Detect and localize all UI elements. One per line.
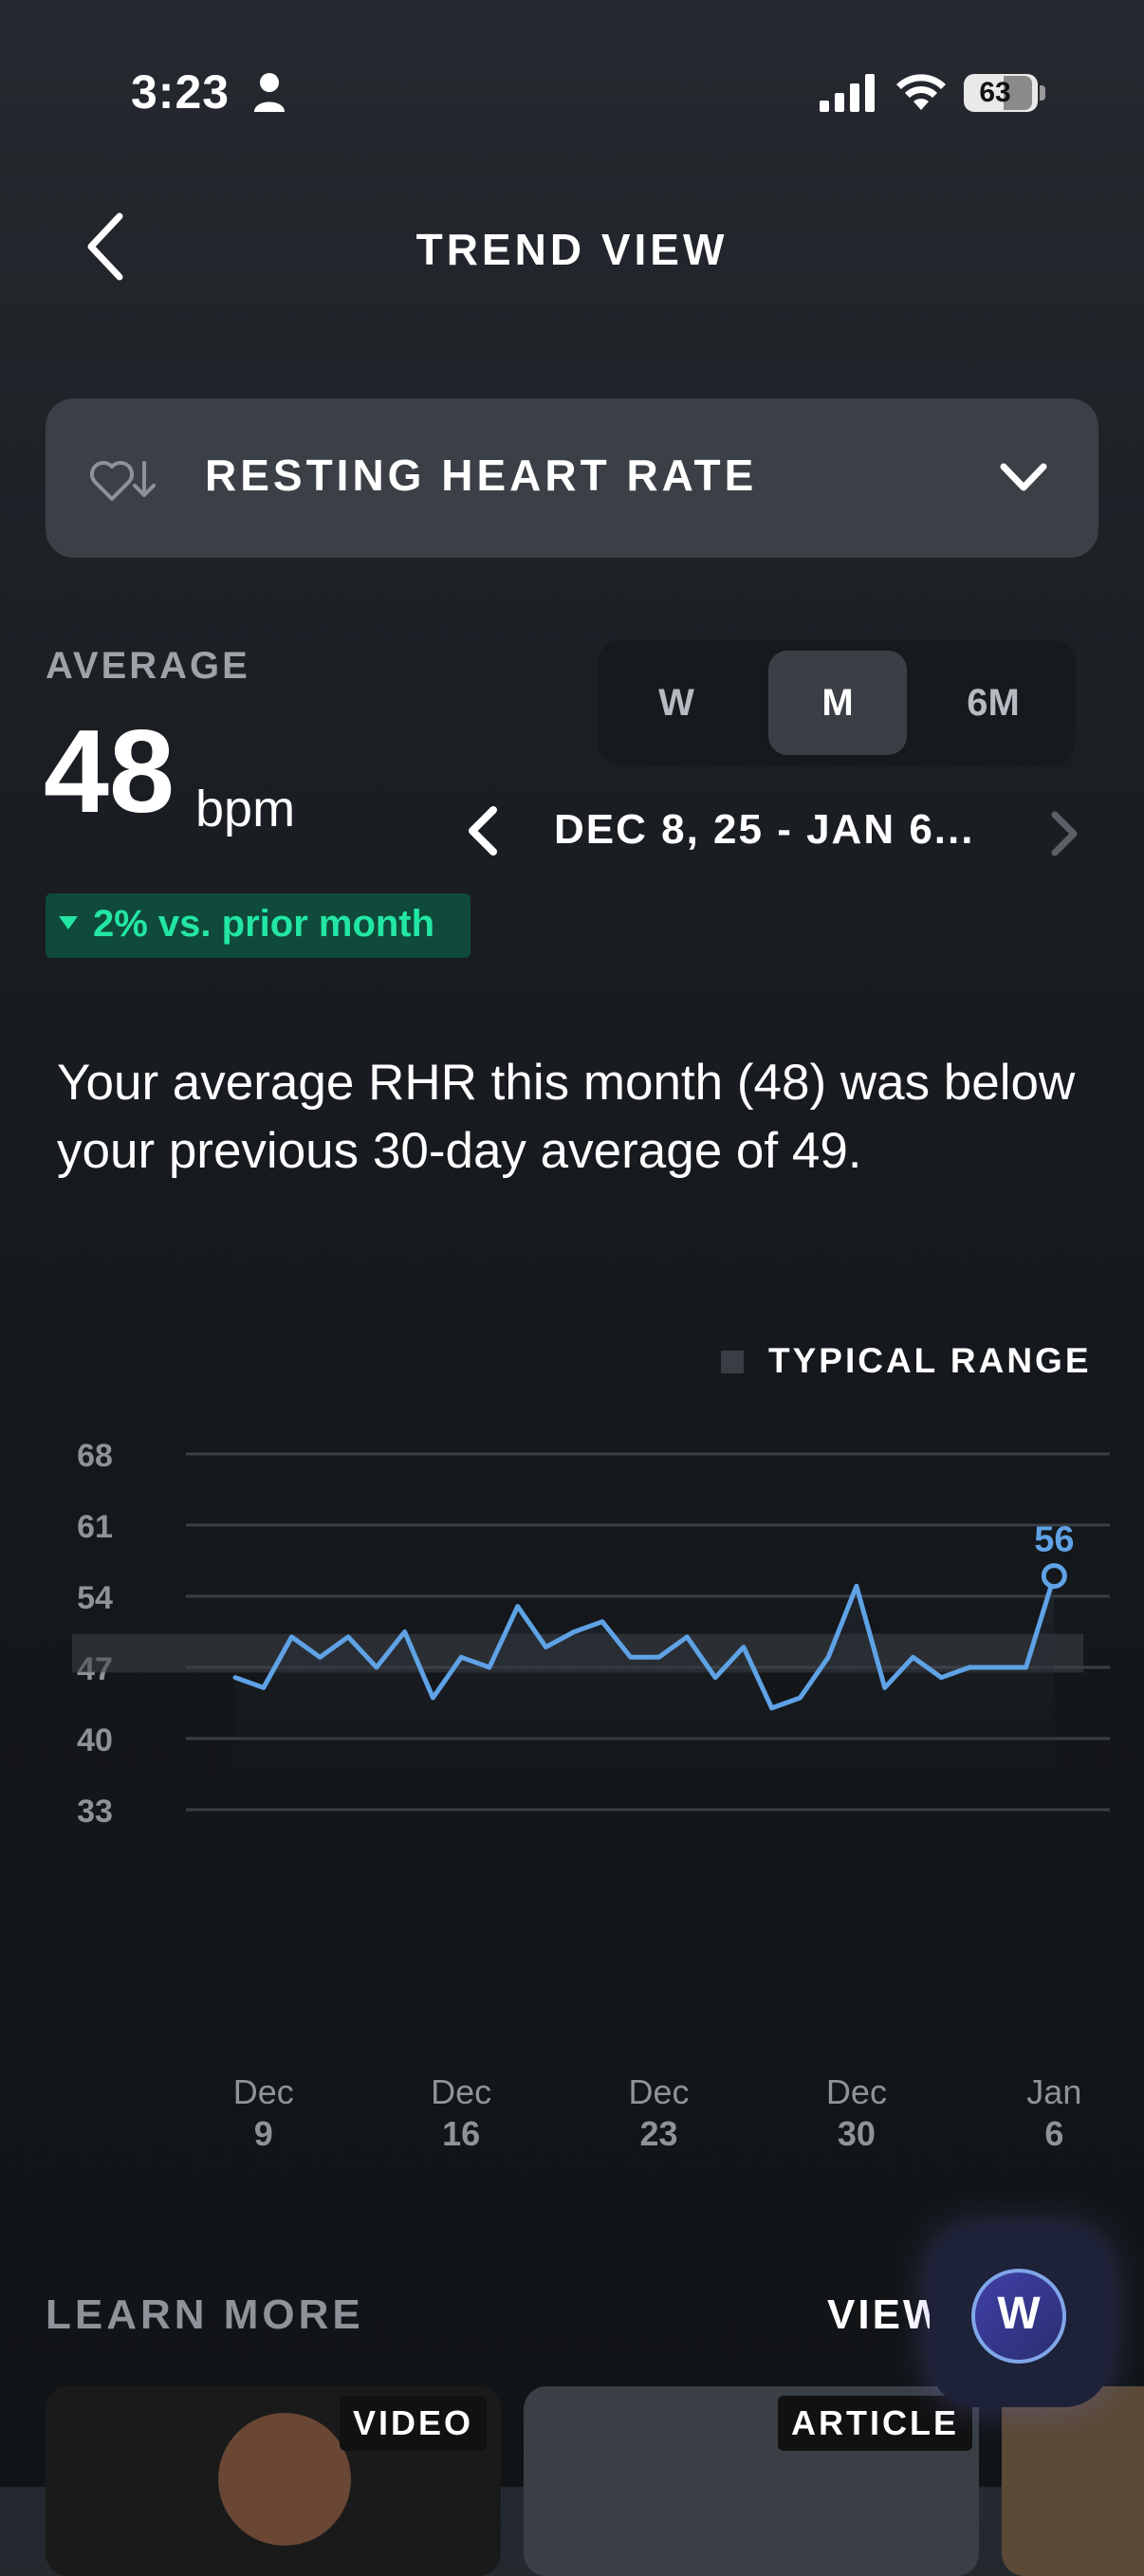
content-card[interactable] xyxy=(1002,2386,1144,2576)
x-tick-day: 16 xyxy=(442,2114,480,2153)
person-icon xyxy=(254,73,285,112)
average-label: AVERAGE xyxy=(46,645,250,687)
rhr-line xyxy=(232,1573,1057,1711)
x-tick-day: 6 xyxy=(1044,2114,1063,2153)
x-tick-month: Dec xyxy=(233,2072,294,2111)
article-badge: ARTICLE xyxy=(778,2396,972,2451)
legend-typical-range: TYPICAL RANGE xyxy=(768,1341,1092,1380)
last-point-label: 56 xyxy=(1034,1520,1074,1560)
delta-badge xyxy=(46,893,471,958)
average-value: 48 xyxy=(44,707,175,837)
x-tick-day: 23 xyxy=(640,2114,678,2153)
status-time: 3:23 xyxy=(131,65,231,119)
chevron-right-icon[interactable] xyxy=(1049,810,1079,857)
view-all-link[interactable]: VIEW xyxy=(827,2291,946,2338)
chart-area-fill xyxy=(235,1575,1055,1791)
legend-swatch xyxy=(721,1351,744,1373)
x-tick-month: Dec xyxy=(431,2072,491,2111)
tab-six-months[interactable]: 6M xyxy=(967,682,1020,724)
page-title: TREND VIEW xyxy=(415,225,729,274)
chevron-down-icon[interactable] xyxy=(998,459,1049,497)
x-tick-month: Jan xyxy=(1026,2072,1081,2111)
tab-week[interactable]: W xyxy=(658,682,694,724)
coach-button[interactable] xyxy=(971,2269,1066,2364)
battery-empty-portion xyxy=(1004,76,1032,110)
signal-icon xyxy=(820,74,875,112)
y-tick-label: 40 xyxy=(77,1722,113,1758)
date-range: DEC 8, 25 - JAN 6... xyxy=(554,806,975,853)
learn-more-title: LEARN MORE xyxy=(46,2291,364,2338)
average-unit: bpm xyxy=(195,781,296,837)
battery-level: 63 xyxy=(979,77,1011,108)
battery-tip xyxy=(1040,85,1045,101)
last-point-marker xyxy=(1041,1563,1067,1590)
y-tick-label: 68 xyxy=(77,1438,113,1474)
video-badge: VIDEO xyxy=(340,2396,488,2451)
coach-logo-icon: W xyxy=(997,2289,1041,2339)
x-tick-day: 30 xyxy=(838,2114,876,2153)
y-tick-label: 54 xyxy=(77,1580,113,1616)
x-tick-day: 9 xyxy=(254,2114,273,2153)
y-tick-label: 33 xyxy=(77,1794,113,1830)
heart-down-icon xyxy=(89,460,156,501)
triangle-down-icon xyxy=(59,916,78,929)
summary-text: Your average RHR this month (48) was bel… xyxy=(57,1055,1076,1179)
video-thumbnail xyxy=(218,2413,351,2546)
wifi-icon xyxy=(896,74,946,110)
x-tick-month: Dec xyxy=(826,2072,887,2111)
x-tick-month: Dec xyxy=(629,2072,690,2111)
delta-text: 2% vs. prior month xyxy=(93,903,435,945)
y-tick-label: 61 xyxy=(77,1509,113,1545)
metric-selector-label: RESTING HEART RATE xyxy=(205,451,758,500)
tab-month[interactable]: M xyxy=(768,651,907,755)
back-chevron-icon[interactable] xyxy=(82,211,131,283)
metric-selector[interactable] xyxy=(46,398,1098,558)
chevron-left-icon[interactable] xyxy=(465,804,501,857)
